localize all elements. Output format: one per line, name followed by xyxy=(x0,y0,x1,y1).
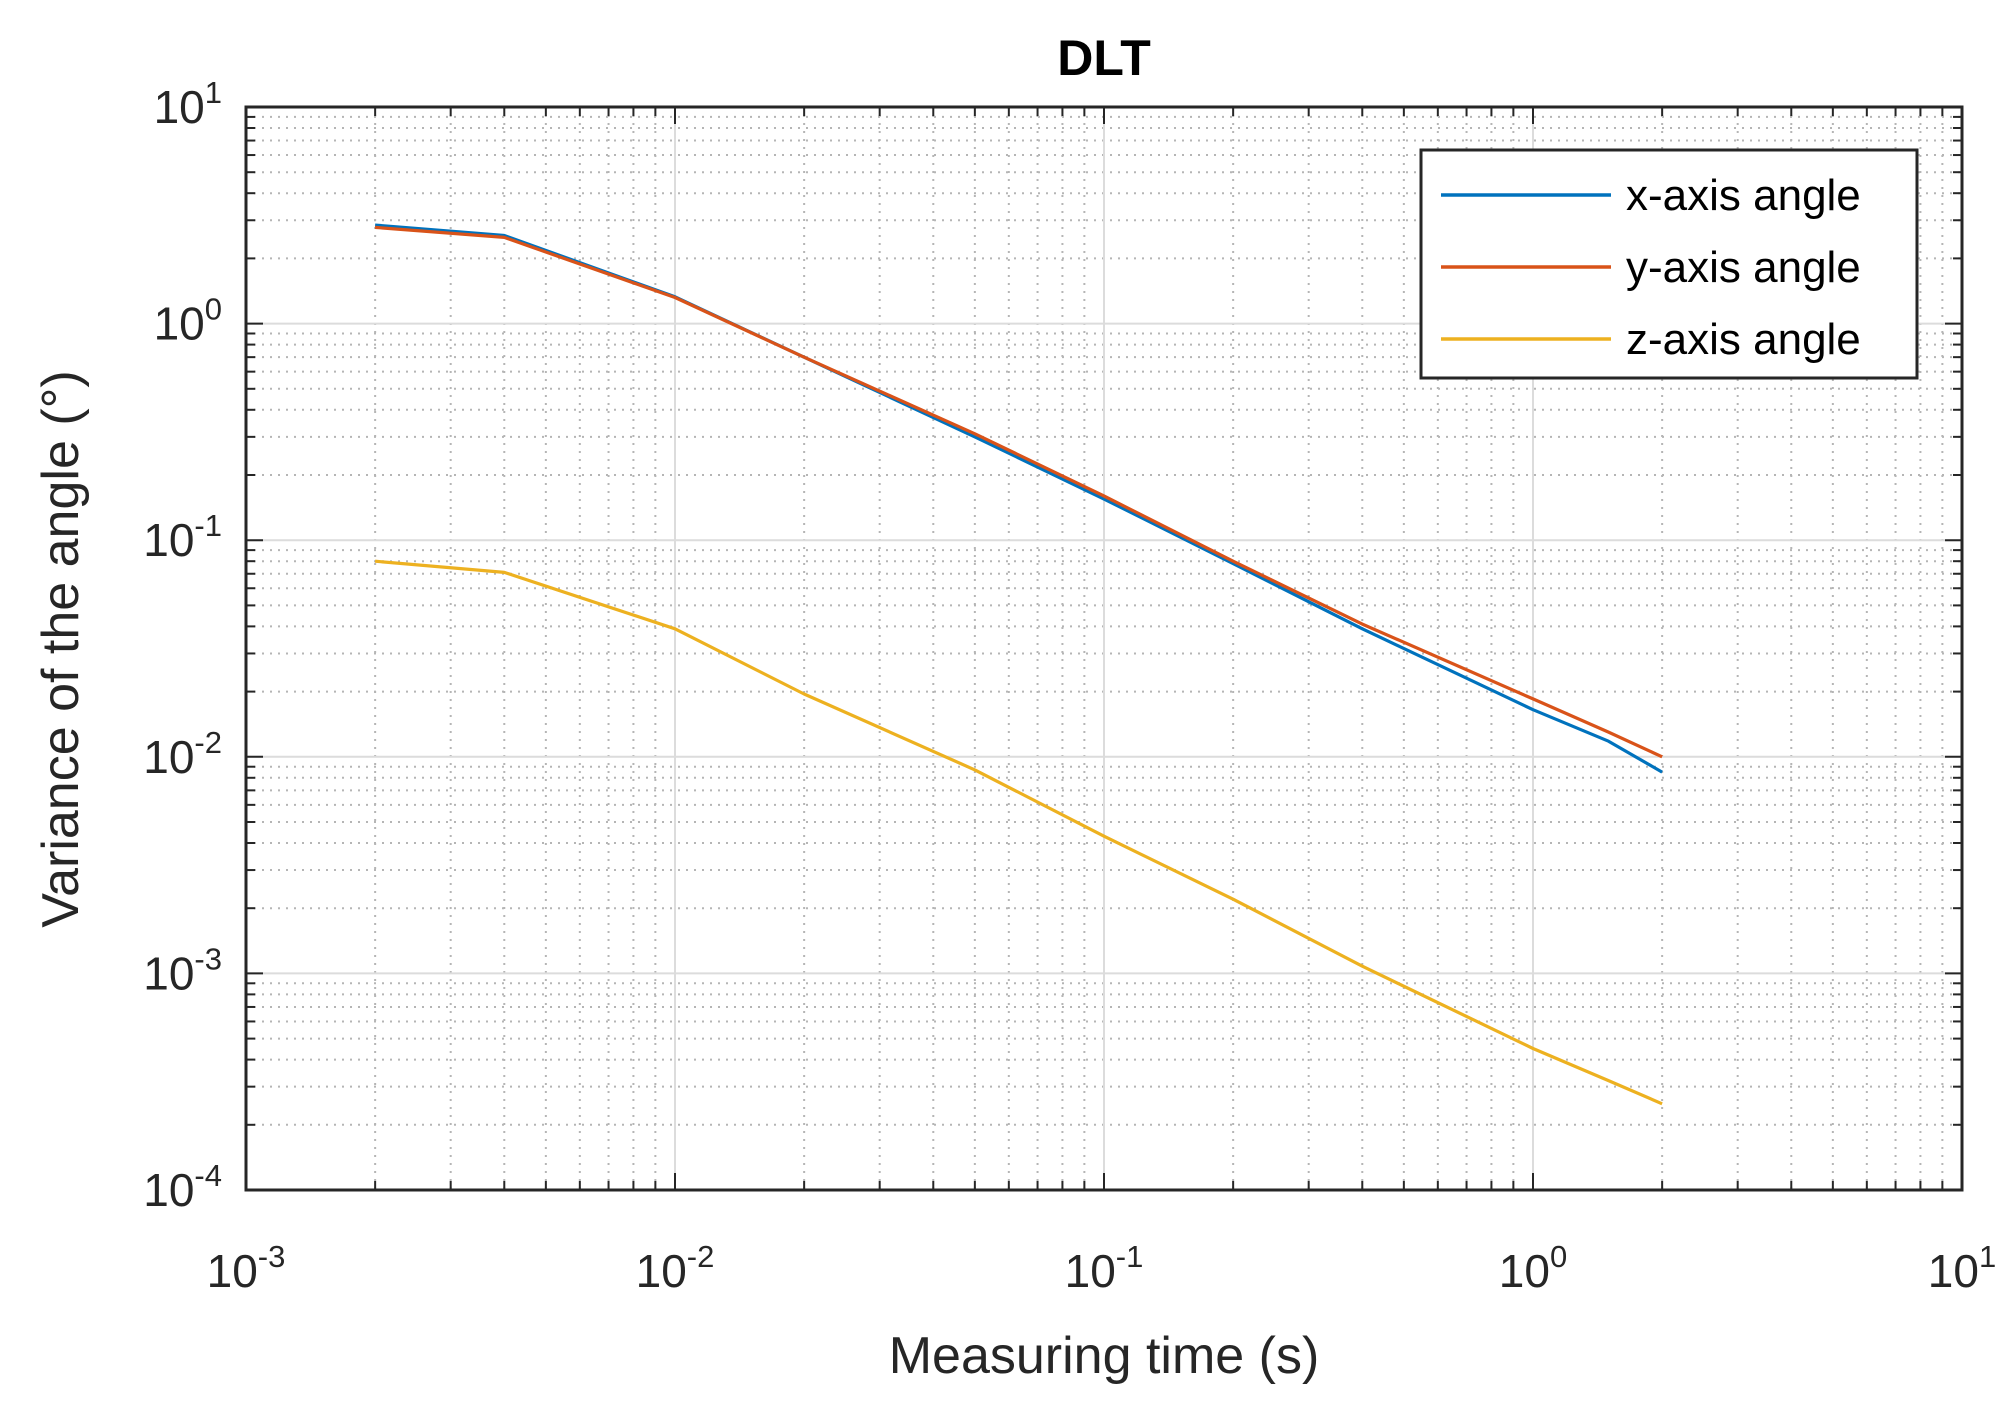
y-tick-label: 100 xyxy=(154,292,222,350)
chart-title: DLT xyxy=(1057,30,1150,86)
series-line-y-axis-angle xyxy=(374,225,1663,759)
y-tick-label: 101 xyxy=(154,75,222,133)
x-tick-label: 100 xyxy=(1499,1239,1567,1297)
y-tick-label: 10-1 xyxy=(143,508,222,566)
y-tick-label: 10-4 xyxy=(143,1158,222,1216)
legend: x-axis angle y-axis angle z-axis angle xyxy=(1419,148,1919,380)
series-line-z-axis-angle xyxy=(374,559,1663,1106)
x-axis-label: Measuring time (s) xyxy=(889,1327,1320,1385)
x-tick-label: 101 xyxy=(1928,1239,1996,1297)
x-tick-labels: 10-3 10-2 10-1 100 101 xyxy=(207,1239,1997,1297)
legend-label: y-axis angle xyxy=(1626,243,1861,292)
x-tick-label: 10-1 xyxy=(1065,1239,1144,1297)
y-axis-label: Variance of the angle (°) xyxy=(32,370,90,927)
y-tick-label: 10-2 xyxy=(143,725,222,783)
legend-label: z-axis angle xyxy=(1626,315,1861,364)
y-tick-labels: 10-4 10-3 10-2 10-1 100 101 xyxy=(143,75,222,1216)
tick-marks xyxy=(245,106,1963,1191)
x-tick-label: 10-3 xyxy=(207,1239,286,1297)
legend-label: x-axis angle xyxy=(1626,171,1861,220)
y-tick-label: 10-3 xyxy=(143,941,222,999)
series-layer xyxy=(374,223,1663,1106)
x-tick-label: 10-2 xyxy=(636,1239,715,1297)
